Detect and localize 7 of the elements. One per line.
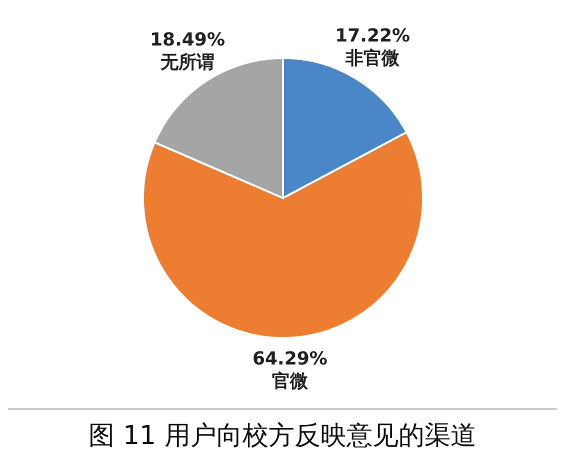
data-label: 64.29%	[252, 348, 328, 370]
slice-label: 非官微	[344, 48, 401, 70]
data-label: 18.49%	[150, 29, 226, 50]
data-label: 17.22%	[335, 26, 410, 47]
slice-label: 官微	[272, 371, 309, 392]
text: 图 11 用户向校方反映意见的渠道	[8, 408, 557, 453]
slice-label: 无所谓	[160, 52, 215, 73]
